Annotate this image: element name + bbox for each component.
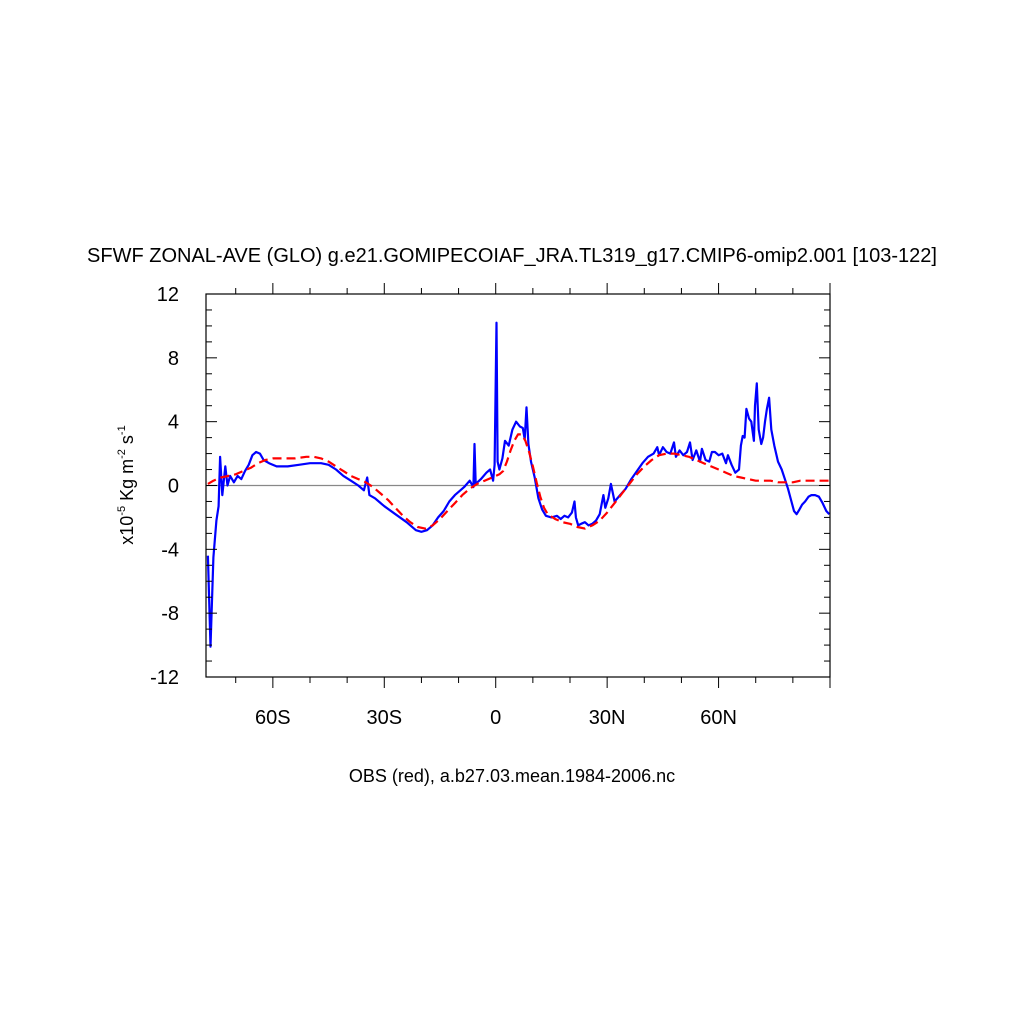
series-line-1 — [206, 321, 831, 648]
x-tick-label: 30N — [589, 707, 626, 729]
ylabel-unit-s: s — [117, 435, 137, 449]
tick-label-layer: 12 8 4 0 -4 -8 -12 60S 30S 0 30N 60N — [150, 284, 737, 729]
y-tick-label: 4 — [168, 412, 179, 434]
y-tick-label: 0 — [168, 476, 179, 498]
ylabel-exponent: -5 — [116, 506, 128, 516]
x-tick-label: 60N — [700, 707, 737, 729]
y-tick-label: -12 — [150, 667, 179, 689]
y-tick-label: -8 — [161, 603, 179, 625]
ylabel-unit-kg-m: Kg m — [117, 459, 137, 506]
y-axis-label: x10-5 Kg m-2 s-1 — [116, 425, 137, 544]
ylabel-prefix: x10 — [117, 516, 137, 545]
svg-text:x10-5 Kg m-2 s-1: x10-5 Kg m-2 s-1 — [116, 425, 137, 544]
series-layer — [206, 321, 831, 648]
x-axis-caption: OBS (red), a.b27.03.mean.1984-2006.nc — [349, 766, 675, 786]
y-tick-label: -4 — [161, 539, 179, 561]
x-tick-label: 60S — [255, 707, 291, 729]
y-tick-label: 12 — [157, 284, 179, 306]
ylabel-exponent-2: -2 — [116, 449, 128, 459]
y-tick-label: 8 — [168, 348, 179, 370]
ylabel-exponent-3: -1 — [116, 425, 128, 435]
chart-title: SFWF ZONAL-AVE (GLO) g.e21.GOMIPECOIAF_J… — [87, 245, 937, 267]
tick-layer — [206, 283, 831, 688]
series-line-2 — [207, 433, 830, 530]
x-tick-label: 30S — [366, 707, 402, 729]
x-tick-label: 0 — [490, 707, 501, 729]
plot-area: 12 8 4 0 -4 -8 -12 60S 30S 0 30N 60N — [150, 283, 831, 729]
